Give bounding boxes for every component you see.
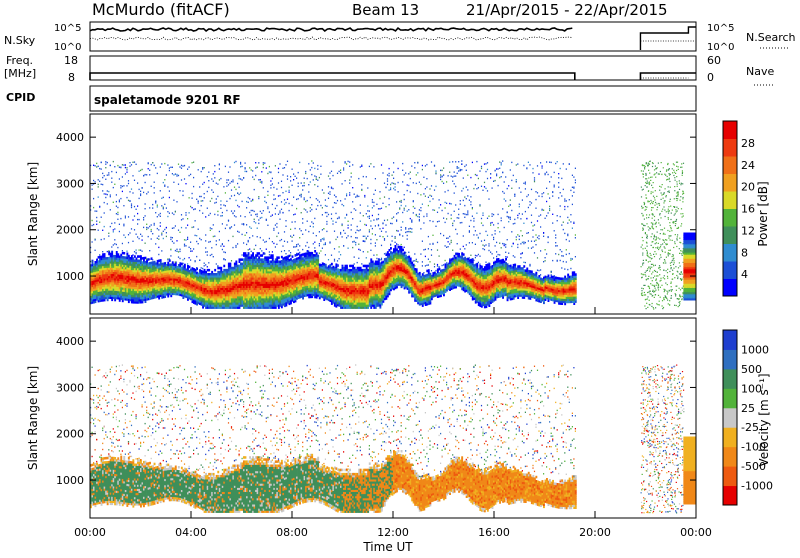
nsearch-label: N.Search [746,31,796,44]
xtick-label: 20:00 [579,526,611,539]
nsearch-trace [90,37,572,40]
xtick-label: 00:00 [74,526,106,539]
velocity-ytick-label: 3000 [56,381,84,394]
velocity-colorbar-segment [723,330,737,350]
freq-left-tick-1: 8 [68,71,75,84]
power-ylabel: Slant Range [km] [26,162,40,266]
date-range: 21/Apr/2015 - 22/Apr/2015 [466,1,668,19]
velocity-ytick-label: 4000 [56,335,84,348]
velocity-colorbar-segment [723,427,737,447]
velocity-colorbar-segment [723,466,737,486]
frequency-panel: 18 8 60 0 [64,54,721,84]
noise-right-tick-0: 10^5 [707,23,734,34]
velocity-colorbar-segment [723,408,737,428]
power-ytick-label: 3000 [56,177,84,190]
power-colorbar-tick: 8 [741,246,748,259]
freq-trace-late [640,73,696,80]
freq-right-tick-1: 0 [707,71,714,84]
power-cbar-label: Power [dB] [756,181,770,246]
freq-trace [90,73,575,80]
power-ytick-label: 1000 [56,270,84,283]
power-colorbar-segment [723,174,737,192]
velocity-colorbar-tick: 1000 [741,343,769,356]
velocity-colorbar-segment [723,349,737,369]
power-colorbar-segment [723,261,737,279]
velocity-ytick-label: 1000 [56,474,84,487]
station-title: McMurdo (fitACF) [92,0,230,19]
velocity-colorbar-segment [723,369,737,389]
power-colorbar-segment [723,244,737,262]
velocity-ylabel: Slant Range [km] [26,366,40,470]
power-colorbar-tick: 20 [741,181,755,194]
power-ytick-label: 4000 [56,131,84,144]
power-colorbar-tick: 12 [741,224,755,237]
power-ytick-label: 2000 [56,224,84,237]
cpid-mode-label: spaletamode 9201 RF [94,93,241,107]
noise-left-tick-0: 10^5 [54,23,81,34]
power-colorbar-segment [723,139,737,157]
velocity-colorbar-segment [723,486,737,506]
freq-label-2: [MHz] [4,67,36,80]
noise-right-tick-1: 10^0 [707,42,734,53]
power-colorbar-segment [723,121,737,139]
xlabel-time-ut: Time UT [362,540,413,554]
freq-label-1: Freq. [6,54,33,67]
freq-right-tick-0: 60 [707,54,721,67]
power-colorbar-tick: 16 [741,203,755,216]
xtick-label: 00:00 [680,526,712,539]
velocity-cbar-label: Velocity [m s⁻¹] [757,373,771,466]
nsky-trace [90,28,572,31]
noise-panel: 10^5 10^0 10^5 10^0 [54,22,734,53]
velocity-colorbar-tick: -1000 [741,480,773,493]
xtick-label: 08:00 [276,526,308,539]
power-panel: Slant Range [km] 1000 2000 3000 4000 4 8 12 16… [26,114,770,314]
beam-label: Beam 13 [352,1,419,19]
velocity-colorbar-tick: 25 [741,402,755,415]
power-colorbar-segment [723,191,737,209]
power-colorbar-tick: 24 [741,159,755,172]
power-colorbar-segment [723,279,737,297]
nave-label: Nave [746,65,774,78]
xtick-label: 16:00 [478,526,510,539]
velocity-panel: Slant Range [km] 1000 2000 3000 4000 00:00 0… [26,307,773,554]
power-colorbar-segment [723,156,737,174]
xtick-label: 04:00 [175,526,207,539]
power-colorbar-segment [723,209,737,227]
freq-left-tick-0: 18 [64,54,78,67]
power-colorbar-tick: 28 [741,137,755,150]
velocity-ytick-label: 2000 [56,428,84,441]
velocity-colorbar-segment [723,388,737,408]
power-colorbar-segment [723,226,737,244]
power-colorbar-tick: 4 [741,268,748,281]
nsky-label: N.Sky [4,34,36,47]
cpid-label: CPID [6,91,35,104]
velocity-colorbar-segment [723,447,737,467]
nsky-trace-late [640,27,696,50]
xtick-label: 12:00 [377,526,409,539]
noise-left-tick-1: 10^0 [54,42,81,53]
